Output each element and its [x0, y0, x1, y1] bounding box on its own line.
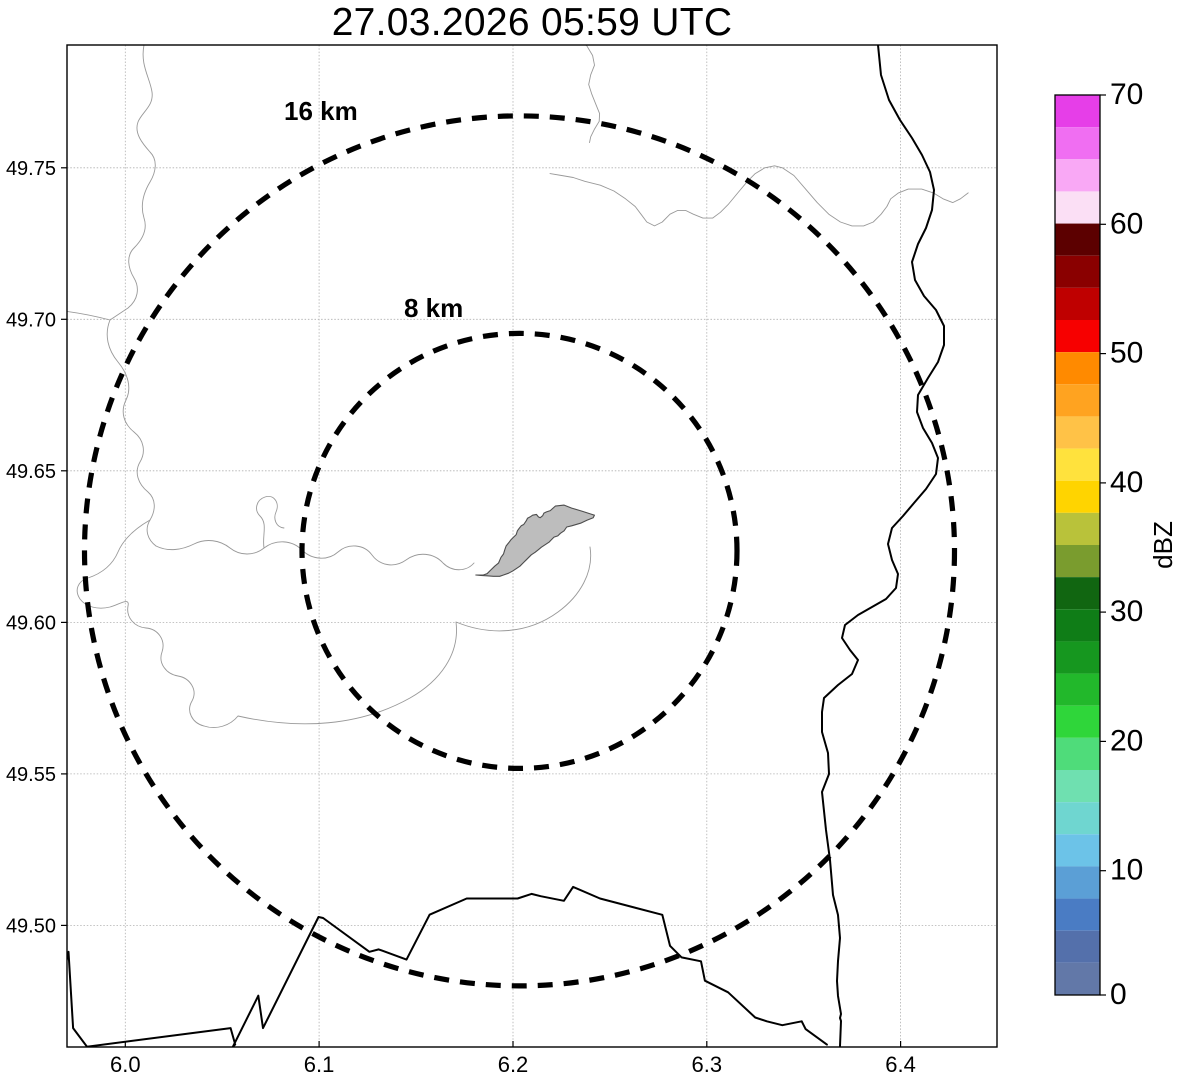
svg-text:6.3: 6.3 [692, 1052, 723, 1077]
svg-text:20: 20 [1110, 724, 1143, 757]
svg-text:70: 70 [1110, 78, 1143, 111]
svg-text:49.50: 49.50 [6, 916, 56, 938]
svg-text:0: 0 [1110, 978, 1127, 1011]
svg-text:50: 50 [1110, 337, 1143, 370]
svg-text:16 km: 16 km [284, 96, 358, 126]
svg-text:30: 30 [1110, 595, 1143, 628]
svg-text:49.75: 49.75 [6, 158, 56, 180]
svg-text:40: 40 [1110, 466, 1143, 499]
svg-text:49.60: 49.60 [6, 613, 56, 635]
svg-text:6.1: 6.1 [304, 1052, 335, 1077]
svg-text:6.0: 6.0 [110, 1052, 141, 1077]
svg-text:60: 60 [1110, 207, 1143, 240]
svg-text:dBZ: dBZ [1148, 521, 1178, 569]
svg-text:49.70: 49.70 [6, 310, 56, 332]
svg-text:49.65: 49.65 [6, 461, 56, 483]
svg-text:8 km: 8 km [404, 293, 463, 323]
svg-text:10: 10 [1110, 854, 1143, 887]
svg-text:49.55: 49.55 [6, 764, 56, 786]
svg-text:6.2: 6.2 [498, 1052, 529, 1077]
svg-text:6.4: 6.4 [885, 1052, 916, 1077]
